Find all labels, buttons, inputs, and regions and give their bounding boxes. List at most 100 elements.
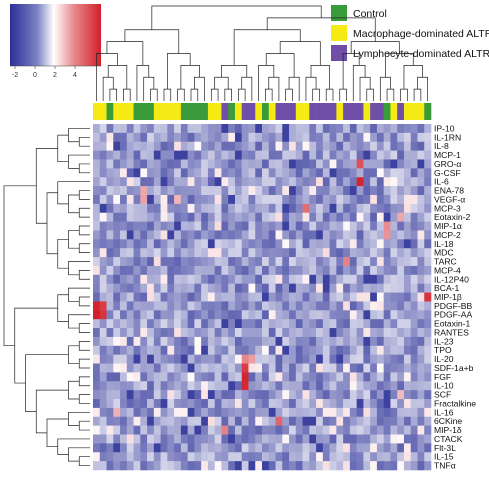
heatmap-cell [336, 168, 344, 178]
heatmap-cell [241, 461, 249, 471]
heatmap-cell [316, 159, 324, 169]
heatmap-cell [167, 416, 175, 426]
heatmap-cell [180, 230, 188, 240]
group-bar-cell [370, 103, 378, 120]
group-bar-cell [106, 103, 114, 120]
row-label: Eotaxin-2 [434, 212, 471, 222]
heatmap-cell [167, 399, 175, 409]
heatmap-cell [268, 150, 276, 160]
heatmap-cell [106, 292, 114, 302]
heatmap-cell [214, 230, 222, 240]
heatmap-cell [282, 461, 290, 471]
heatmap-cell [221, 257, 229, 267]
heatmap-cell [268, 168, 276, 178]
heatmap-cell [167, 186, 175, 196]
heatmap-cell [221, 319, 229, 329]
heatmap-cell [99, 328, 107, 338]
heatmap-cell [424, 461, 432, 471]
heatmap-cell [295, 452, 303, 462]
heatmap-cell [282, 194, 290, 205]
heatmap-cell [147, 265, 155, 276]
heatmap-cell [234, 354, 243, 364]
heatmap-cell [295, 425, 303, 435]
heatmap-cell [187, 203, 195, 214]
heatmap-cell [228, 434, 236, 444]
heatmap-cell [322, 328, 330, 338]
heatmap-cell [329, 390, 337, 400]
heatmap-cell [167, 407, 175, 418]
heatmap-cell [126, 399, 134, 409]
heatmap-cell [336, 186, 344, 196]
heatmap-cell [174, 203, 182, 214]
heatmap-cell [424, 248, 432, 258]
heatmap-cell [336, 212, 344, 222]
heatmap-cell [349, 372, 357, 382]
heatmap-cell [221, 336, 229, 347]
heatmap-cell [343, 461, 351, 471]
heatmap-cell [424, 141, 432, 151]
heatmap-cell [302, 194, 310, 205]
heatmap-cell [349, 434, 357, 444]
heatmap-cell [140, 390, 148, 400]
heatmap-cell [106, 381, 114, 391]
heatmap-cell [262, 434, 270, 444]
heatmap-cell [187, 159, 195, 169]
heatmap-cell [309, 248, 317, 258]
heatmap-cell [140, 310, 148, 320]
heatmap-cell [343, 381, 351, 391]
heatmap-cell [289, 319, 297, 329]
heatmap-cell [126, 221, 134, 231]
heatmap-cell [106, 221, 114, 231]
heatmap-cell [383, 461, 391, 471]
heatmap-cell [424, 372, 432, 382]
heatmap-cell [275, 452, 283, 462]
heatmap-cell [424, 354, 432, 364]
heatmap-cell [93, 230, 101, 240]
heatmap-cell [153, 407, 161, 418]
heatmap-cell [214, 301, 222, 311]
heatmap-cell [363, 310, 371, 320]
heatmap-cell [120, 150, 128, 160]
heatmap-cell [295, 301, 303, 311]
heatmap-cell [255, 407, 263, 418]
heatmap-cell [295, 221, 303, 231]
heatmap-cell [140, 186, 148, 196]
heatmap-cell [174, 283, 182, 293]
heatmap-cell [295, 230, 303, 240]
heatmap-cell [174, 274, 182, 284]
heatmap-cell [126, 461, 134, 471]
heatmap-cell [376, 248, 384, 258]
heatmap-cell [93, 399, 101, 409]
group-bar-cell [417, 103, 425, 120]
heatmap-cell [187, 301, 195, 311]
heatmap-cell [99, 221, 107, 231]
heatmap-cell [147, 328, 155, 338]
heatmap-cell [160, 221, 168, 231]
heatmap-cell [336, 310, 344, 320]
heatmap-cell [343, 212, 351, 222]
heatmap-cell [329, 248, 337, 258]
heatmap-cell [255, 159, 263, 169]
heatmap-cell [329, 399, 337, 409]
heatmap-cell [403, 443, 412, 453]
heatmap-cell [99, 425, 107, 435]
heatmap-cell [390, 452, 398, 462]
heatmap-cell [302, 212, 310, 222]
group-bar-cell [403, 103, 412, 120]
heatmap-cell [120, 328, 128, 338]
heatmap-cell [329, 301, 337, 311]
heatmap-cell [255, 336, 263, 347]
group-bar-cell [160, 103, 168, 120]
heatmap-cell [147, 407, 155, 418]
heatmap-cell [417, 310, 425, 320]
heatmap-cell [194, 292, 202, 302]
heatmap-cell [349, 230, 357, 240]
heatmap-cell [336, 124, 344, 134]
color-key-tick: 0 [33, 72, 37, 79]
heatmap-cell [356, 274, 364, 284]
heatmap-cell [302, 177, 310, 187]
heatmap-cell [255, 221, 263, 231]
heatmap-cell [234, 132, 243, 143]
heatmap-cell [194, 434, 202, 444]
heatmap-cell [140, 274, 148, 284]
